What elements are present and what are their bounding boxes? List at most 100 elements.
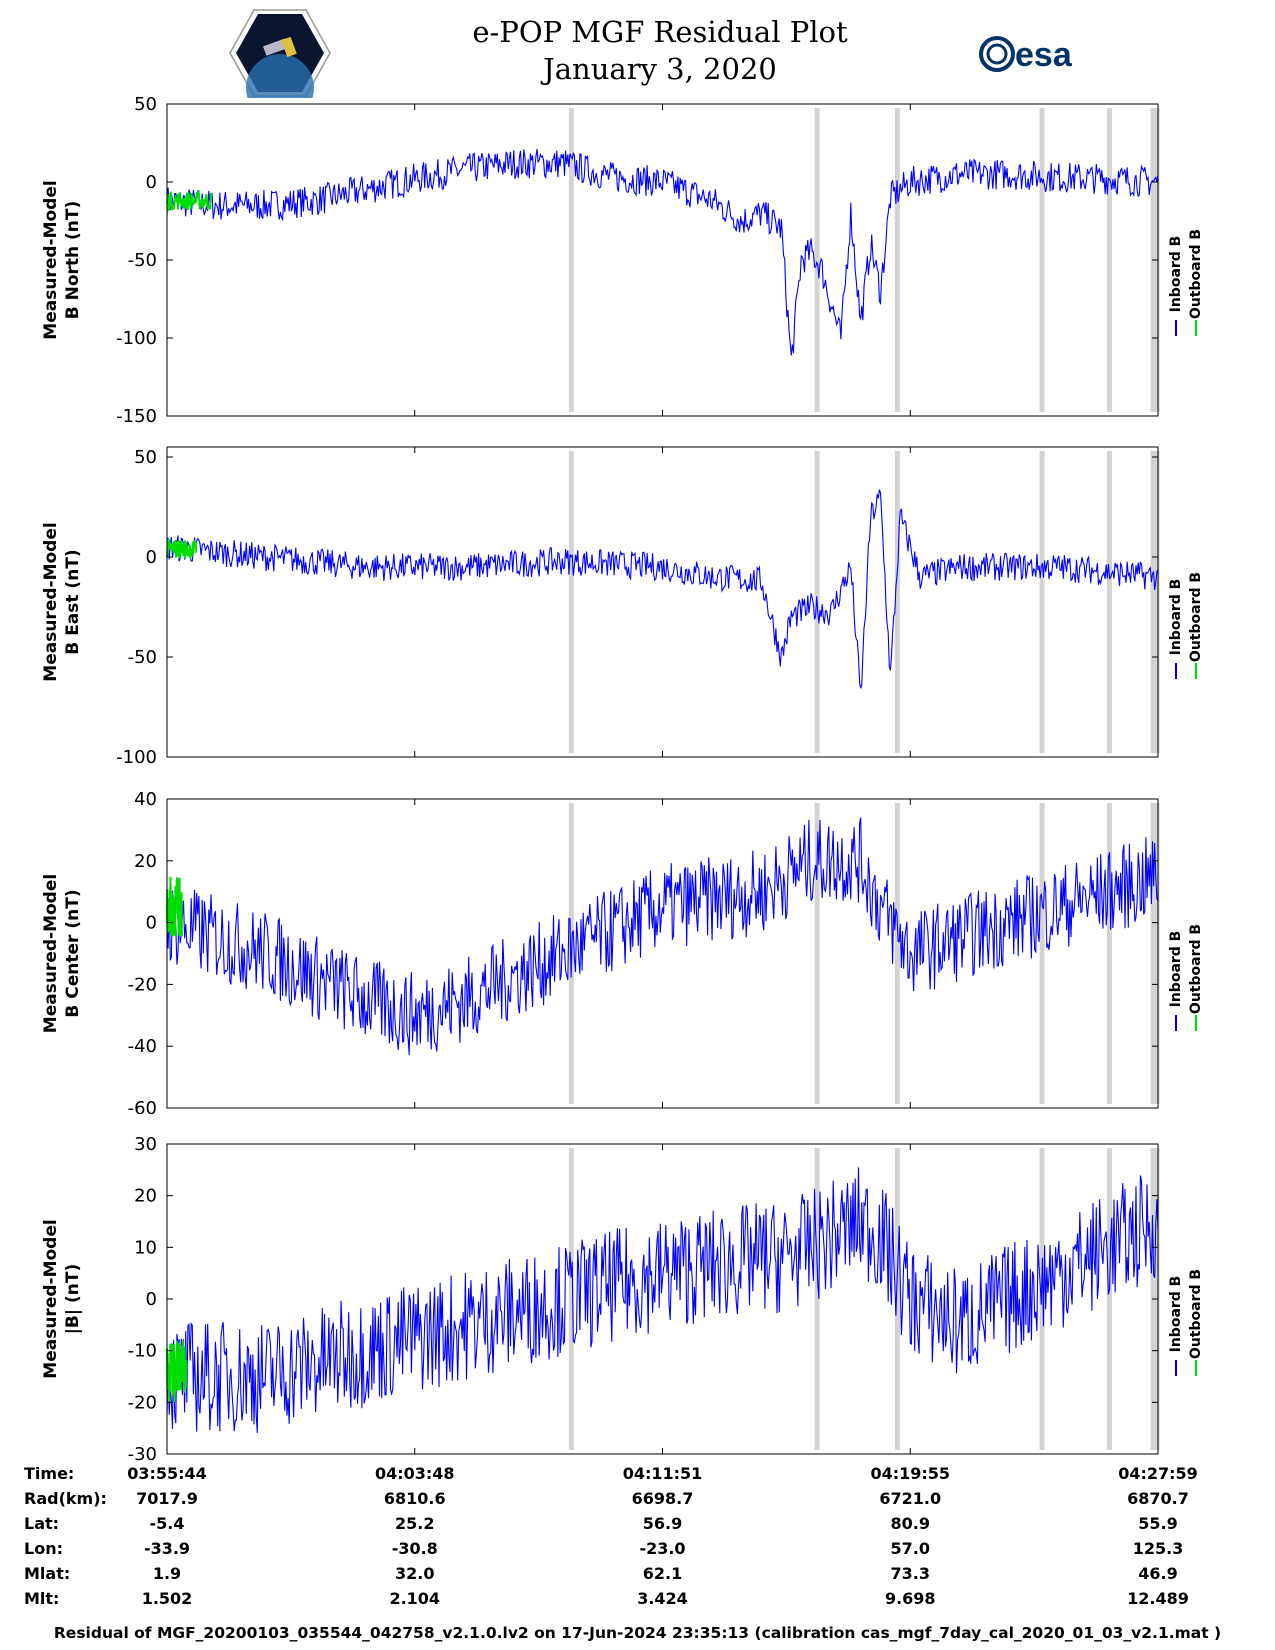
- y-tick-label: 0: [146, 913, 157, 934]
- panel-b-east: -100 -50 0 50 Measured-Model B East (nT) Inboa…: [41, 446, 1204, 768]
- info-cell: 3.424: [637, 1589, 688, 1608]
- y-axis-label: Measured-Model: [41, 1219, 61, 1378]
- info-cell: -23.0: [639, 1539, 686, 1558]
- legend-label-outboard: Outboard B: [1188, 1269, 1204, 1359]
- data-gap-bar: [568, 1148, 574, 1450]
- y-axis-label: B East (nT): [63, 549, 83, 654]
- info-cell: 6810.6: [383, 1489, 446, 1508]
- info-cell: 12.489: [1127, 1589, 1189, 1608]
- legend-label-inboard: Inboard B: [1168, 1276, 1184, 1353]
- esa-logo-text: esa: [1015, 36, 1073, 74]
- data-gap-bar: [814, 803, 820, 1104]
- info-cell: -33.9: [143, 1539, 191, 1558]
- data-gap-bar: [814, 1148, 820, 1450]
- legend-label-outboard: Outboard B: [1188, 572, 1204, 662]
- esa-logo: esa: [979, 36, 1073, 74]
- info-row-label: Rad(km):: [24, 1489, 107, 1508]
- y-tick-label: -100: [116, 747, 157, 768]
- legend-label-inboard: Inboard B: [1168, 236, 1184, 313]
- info-cell: 62.1: [642, 1564, 683, 1583]
- info-cell: 125.3: [1132, 1539, 1184, 1558]
- info-cell: 03:55:44: [127, 1464, 207, 1483]
- y-axis-label: Measured-Model: [41, 874, 61, 1033]
- y-tick-label: 20: [134, 1186, 157, 1207]
- data-gap-bar: [1039, 451, 1045, 753]
- data-gap-bar: [894, 108, 900, 412]
- data-gap-bar: [1106, 108, 1112, 412]
- y-tick-label: -20: [128, 1392, 157, 1413]
- y-tick-label: -60: [128, 1098, 157, 1119]
- series-line-inboard: [166, 1167, 1159, 1433]
- panel-b-north: -150 -100 -50 0 50 Measured-Model B North (nT)…: [41, 94, 1204, 427]
- legend-label-inboard: Inboard B: [1168, 931, 1184, 1008]
- series-line-outboard: [166, 538, 198, 559]
- y-tick-label: 30: [134, 1134, 157, 1155]
- plot-frame: [166, 103, 1159, 417]
- plot-title: e-POP MGF Residual Plot January 3, 2020: [380, 14, 940, 88]
- y-tick-label: -10: [128, 1341, 157, 1362]
- y-tick-label: 0: [146, 172, 157, 193]
- y-tick-label: -20: [128, 974, 157, 995]
- info-cell: 04:11:51: [622, 1464, 703, 1483]
- data-gap-bar: [1106, 451, 1112, 753]
- data-gap-bar: [568, 108, 574, 412]
- y-axis-label: B North (nT): [63, 201, 83, 320]
- info-cell: 25.2: [395, 1514, 435, 1533]
- series-line-outboard: [166, 876, 183, 937]
- data-gap-bar: [568, 451, 574, 753]
- y-tick-label: -100: [116, 328, 157, 349]
- y-axis-label: Measured-Model: [41, 180, 61, 339]
- series-line-outboard: [166, 1340, 188, 1403]
- y-axis-label: B Center (nT): [63, 889, 83, 1017]
- series-line-inboard: [166, 489, 1159, 689]
- y-tick-label: -150: [116, 406, 157, 427]
- legend-label-outboard: Outboard B: [1188, 229, 1204, 319]
- info-cell: 04:03:48: [374, 1464, 455, 1483]
- data-gap-bar: [894, 451, 900, 753]
- cassiope-logo: [229, 9, 331, 98]
- info-cell: 73.3: [890, 1564, 930, 1583]
- info-cell: 2.104: [389, 1589, 441, 1608]
- info-cell: 32.0: [395, 1564, 435, 1583]
- data-gap-bar: [1150, 451, 1160, 753]
- y-tick-label: 0: [146, 547, 157, 568]
- series-line-inboard: [166, 149, 1159, 356]
- title-text: e-POP MGF Residual Plot: [472, 15, 848, 49]
- panel-b-total: -30 -20 -10 0 10 20 30 Measured-Model |B| (nT) In…: [41, 1134, 1204, 1465]
- data-gap-bar: [1106, 1148, 1112, 1450]
- date-text: January 3, 2020: [543, 52, 777, 86]
- series-line-inboard: [166, 817, 1159, 1055]
- y-tick-label: -50: [128, 647, 157, 668]
- info-cell: 1.502: [141, 1589, 193, 1608]
- data-gap-bar: [1150, 803, 1160, 1104]
- info-cell: 7017.9: [136, 1489, 198, 1508]
- y-tick-label: 50: [134, 447, 157, 468]
- info-cell: 55.9: [1138, 1514, 1178, 1533]
- data-gap-bar: [1039, 108, 1045, 412]
- info-cell: 6698.7: [631, 1489, 694, 1508]
- info-cell: 57.0: [890, 1539, 930, 1558]
- info-cell: 9.698: [884, 1589, 936, 1608]
- data-gap-bar: [1039, 1148, 1045, 1450]
- info-cell: 56.9: [642, 1514, 683, 1533]
- y-tick-label: 40: [134, 789, 157, 810]
- y-tick-label: 50: [134, 94, 157, 115]
- info-row-label: Lat:: [24, 1514, 60, 1533]
- data-gap-bar: [1039, 803, 1045, 1104]
- orbit-info-table: Time: 03:55:44 04:03:48 04:11:51 04:19:55 04:…: [0, 1464, 1275, 1614]
- info-cell: 80.9: [890, 1514, 930, 1533]
- data-gap-bar: [894, 803, 900, 1104]
- info-cell: -5.4: [149, 1514, 185, 1533]
- info-cell: -30.8: [391, 1539, 438, 1558]
- info-row-label: Mlt:: [24, 1589, 60, 1608]
- info-row-label: Lon:: [24, 1539, 63, 1558]
- info-cell: 04:19:55: [870, 1464, 951, 1483]
- info-cell: 6870.7: [1127, 1489, 1189, 1508]
- legend-label-inboard: Inboard B: [1168, 579, 1184, 656]
- y-tick-label: 20: [134, 851, 157, 872]
- info-cell: 1.9: [152, 1564, 182, 1583]
- y-tick-label: -50: [128, 250, 157, 271]
- y-tick-label: -30: [128, 1444, 157, 1465]
- info-row-label: Time:: [24, 1464, 75, 1483]
